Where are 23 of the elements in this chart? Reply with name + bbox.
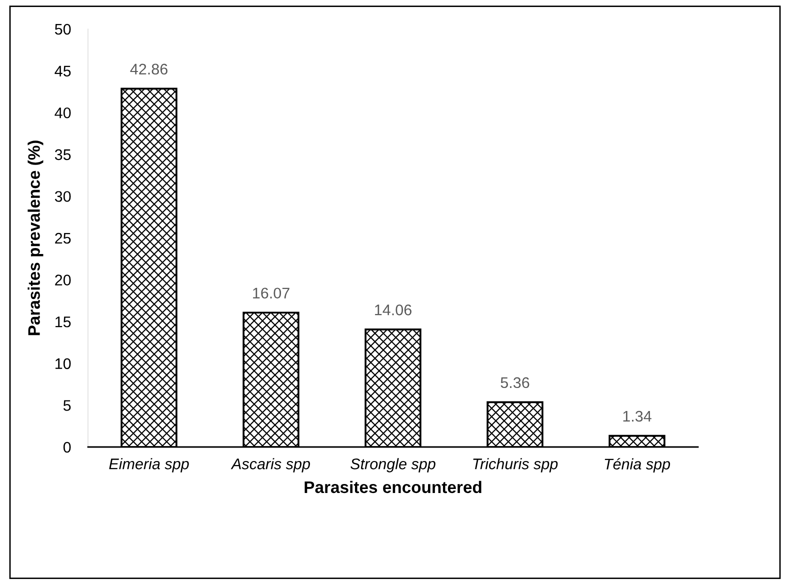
y-tick-label: 30 [54, 191, 71, 202]
y-tick-label: 25 [55, 232, 71, 244]
y-tick-label: 20 [55, 274, 71, 286]
data-label: 16.07 [253, 288, 290, 299]
x-tick-label: Ténia spp [604, 458, 670, 473]
y-tick-label: 45 [54, 66, 71, 76]
data-label: 42.86 [130, 64, 168, 75]
x-tick-label: Ascaris spp [230, 458, 310, 472]
y-tick-label: 40 [54, 107, 71, 118]
x-axis-title: Parasites encountered [304, 480, 482, 494]
y-tick-label: 10 [56, 358, 71, 370]
data-label: 5.36 [500, 377, 530, 388]
y-axis-title: Parasites prevalence (%) [28, 140, 44, 336]
data-label: 14.06 [375, 304, 412, 316]
x-tick-label: Trichuris spp [473, 458, 558, 472]
y-tick-label: 15 [56, 316, 71, 328]
y-tick-label: 35 [54, 149, 71, 160]
data-label: 1.34 [623, 410, 652, 422]
y-tick-label: 0 [63, 442, 71, 453]
y-tick-label: 5 [63, 400, 71, 411]
y-tick-label: 50 [54, 24, 71, 35]
x-tick-label: Strongle spp [350, 458, 436, 472]
x-tick-label: Eimeria spp [109, 458, 189, 472]
